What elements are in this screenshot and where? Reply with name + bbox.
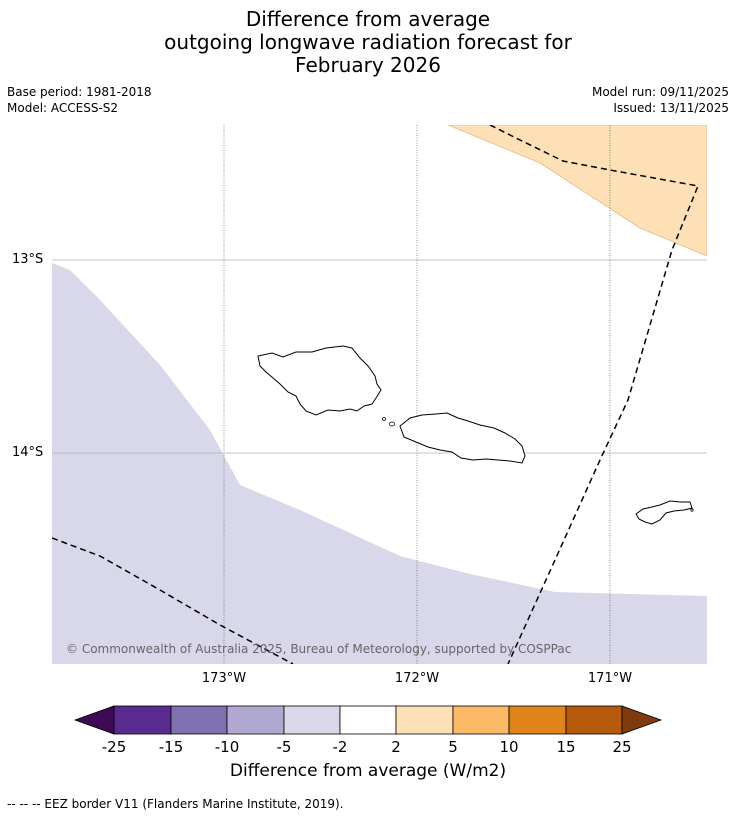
colorbar-tick-label: 25 <box>612 738 632 756</box>
chart-title: Difference from average outgoing longwav… <box>0 8 736 77</box>
upolu-island-outline <box>399 412 526 464</box>
colorbar-segment <box>452 705 510 735</box>
model-run-text: Model run: 09/11/2025 <box>591 85 729 99</box>
colorbar-extend-low <box>73 705 115 735</box>
colorbar <box>73 705 663 735</box>
apolima-islet <box>382 417 386 421</box>
colorbar-segment <box>339 705 397 735</box>
colorbar-segment <box>113 705 172 735</box>
issued-text: Issued: 13/11/2025 <box>613 101 729 115</box>
copyright-notice: © Commonwealth of Australia 2025, Bureau… <box>66 642 572 656</box>
lat-label-14s: 14°S <box>12 445 44 460</box>
tutuila-island-outline <box>635 500 693 525</box>
aunuu-islet <box>690 508 694 512</box>
eez-border-south-west <box>52 537 294 664</box>
title-line-3: February 2026 <box>295 53 441 77</box>
colorbar-title: Difference from average (W/m2) <box>229 761 507 781</box>
lat-label-13s: 13°S <box>12 252 44 267</box>
colorbar-tick-label: 15 <box>556 738 576 756</box>
meta-right: Model run: 09/11/2025 Issued: 13/11/2025 <box>592 84 729 116</box>
eez-border-north-east <box>489 125 700 664</box>
meta-left: Base period: 1981-2018 Model: ACCESS-S2 <box>7 84 152 116</box>
title-line-2: outgoing longwave radiation forecast for <box>164 30 572 54</box>
colorbar-tick-label: 10 <box>499 738 519 756</box>
lon-label-172w: 172°W <box>394 671 440 686</box>
colorbar-segment <box>283 705 341 735</box>
colorbar-segment <box>565 705 623 735</box>
colorbar-tick-label: 5 <box>448 738 458 756</box>
base-period-text: Base period: 1981-2018 <box>7 85 152 99</box>
colorbar-tick-label: -25 <box>101 738 127 756</box>
colorbar-segment <box>170 705 228 735</box>
lon-label-171w: 171°W <box>587 671 633 686</box>
colorbar-segment <box>395 705 454 735</box>
lon-label-173w: 173°W <box>201 671 247 686</box>
colorbar-tick-label: -5 <box>276 738 292 756</box>
positive-anomaly-area <box>447 125 707 257</box>
colorbar-tick-label: -15 <box>158 738 184 756</box>
colorbar-segment <box>508 705 567 735</box>
savaii-island-outline <box>257 345 382 416</box>
model-text: Model: ACCESS-S2 <box>7 101 119 115</box>
colorbar-tick-label: 2 <box>391 738 401 756</box>
title-line-1: Difference from average <box>245 7 491 31</box>
manono-islet <box>389 421 395 427</box>
eez-border-legend: -- -- -- EEZ border V11 (Flanders Marine… <box>7 797 344 811</box>
colorbar-extend-high <box>621 705 663 735</box>
colorbar-segment <box>226 705 285 735</box>
map-area <box>52 125 707 664</box>
negative-anomaly-area <box>52 263 707 664</box>
colorbar-tick-label: -10 <box>214 738 240 756</box>
colorbar-tick-label: -2 <box>332 738 348 756</box>
